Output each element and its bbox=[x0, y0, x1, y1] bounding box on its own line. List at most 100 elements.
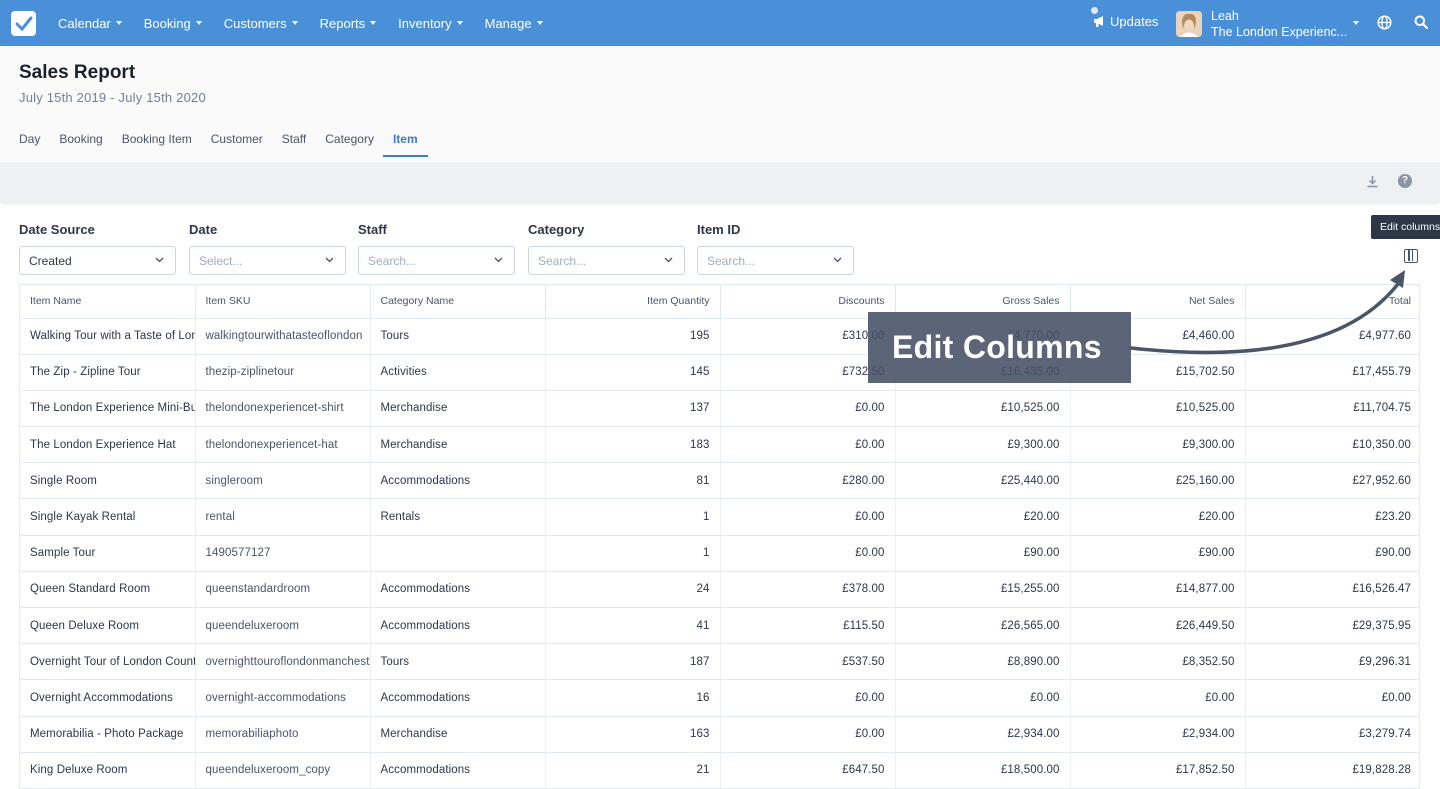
table-cell: Overnight Tour of London Countryside bbox=[20, 643, 196, 681]
item-id-search-select[interactable]: Search... bbox=[697, 246, 854, 275]
download-icon[interactable] bbox=[1366, 175, 1379, 193]
table-row[interactable]: The Zip - Zipline Tour thezip-ziplinetour… bbox=[20, 354, 1419, 391]
date-source-select[interactable]: Created bbox=[19, 246, 176, 275]
table-cell: thelondonexperiencet-hat bbox=[195, 426, 371, 464]
column-header[interactable]: Item Quantity bbox=[545, 285, 721, 319]
column-header[interactable]: Item SKU bbox=[195, 285, 371, 319]
table-row[interactable]: The London Experience Mini-Bus T-Shirtth… bbox=[20, 390, 1419, 428]
nav-label: Reports bbox=[319, 15, 366, 31]
table-cell: £18,500.00 bbox=[895, 752, 1071, 789]
table-row[interactable]: Walking Tour with a Taste of Londonwalki… bbox=[20, 318, 1419, 355]
check-logo-icon[interactable] bbox=[11, 11, 36, 36]
table-cell bbox=[370, 535, 546, 572]
table-cell: The London Experience Mini-Bus T-Shirt bbox=[20, 390, 196, 428]
table-header-row: Item Name Item SKU Category Name Item Qu… bbox=[20, 285, 1419, 319]
tab-item[interactable]: Item bbox=[382, 132, 428, 157]
filter-date: Date Select... bbox=[189, 222, 346, 275]
user-company: The London Experienc... bbox=[1211, 25, 1348, 39]
table-row[interactable]: Single Kayak Rental rental Rentals 1 £0.00 £2… bbox=[20, 498, 1419, 536]
table-cell: overnight-accommodations bbox=[195, 679, 371, 717]
tab-category[interactable]: Category bbox=[325, 132, 374, 146]
table-row[interactable]: Queen Deluxe Room queendeluxeroom Accommod… bbox=[20, 607, 1419, 645]
table-cell: £26,565.00 bbox=[895, 607, 1071, 645]
tab-day[interactable]: Day bbox=[19, 132, 41, 146]
table-cell: £90.00 bbox=[895, 535, 1071, 572]
tab-customer[interactable]: Customer bbox=[210, 132, 263, 146]
table-cell: £90.00 bbox=[1070, 535, 1246, 572]
tab-booking[interactable]: Booking bbox=[59, 132, 103, 146]
page-header: Sales Report July 15th 2019 - July 15th … bbox=[0, 46, 1440, 162]
edit-columns-icon[interactable] bbox=[1404, 249, 1418, 263]
column-header[interactable]: Category Name bbox=[370, 285, 546, 319]
table-row[interactable]: Memorabilia - Photo Package memorabiliaph… bbox=[20, 716, 1419, 753]
nav-label: Inventory bbox=[398, 15, 452, 31]
filter-item-id: Item ID Search... bbox=[697, 222, 854, 275]
table-cell: £732.50 bbox=[720, 354, 896, 391]
table-cell: 16 bbox=[545, 679, 721, 717]
table-cell: 1 bbox=[545, 535, 721, 572]
date-select[interactable]: Select... bbox=[189, 246, 346, 275]
select-placeholder: Search... bbox=[538, 254, 587, 268]
nav-calendar[interactable]: Calendar bbox=[58, 16, 122, 31]
chevron-down-icon bbox=[494, 257, 503, 263]
table-cell: 1 bbox=[545, 498, 721, 536]
table-row[interactable]: King Deluxe Room queendeluxeroom_copy Acco… bbox=[20, 752, 1419, 789]
nav-reports[interactable]: Reports bbox=[320, 16, 377, 31]
chevron-down-icon bbox=[155, 257, 164, 263]
caret-down-icon[interactable] bbox=[1353, 21, 1359, 25]
table-cell: 187 bbox=[545, 643, 721, 681]
caret-down-icon bbox=[115, 21, 122, 25]
table-cell: singleroom bbox=[195, 462, 371, 500]
column-header[interactable]: Item Name bbox=[20, 285, 196, 319]
select-value: Created bbox=[29, 254, 72, 268]
table-cell: £0.00 bbox=[720, 716, 896, 753]
avatar[interactable] bbox=[1176, 11, 1202, 37]
table-cell: £9,300.00 bbox=[895, 426, 1071, 464]
nav-manage[interactable]: Manage bbox=[485, 16, 543, 31]
table-cell: £19,828.28 bbox=[1245, 752, 1419, 789]
globe-icon[interactable] bbox=[1377, 15, 1392, 35]
staff-search-select[interactable]: Search... bbox=[358, 246, 515, 275]
select-placeholder: Search... bbox=[707, 254, 756, 268]
table-cell: queenstandardroom bbox=[195, 571, 371, 609]
table-cell: £10,525.00 bbox=[895, 390, 1071, 428]
table-cell: £27,952.60 bbox=[1245, 462, 1419, 500]
column-header[interactable]: Total bbox=[1245, 285, 1419, 319]
table-cell: overnighttouroflondonmanchester bbox=[195, 643, 371, 681]
nav-booking[interactable]: Booking bbox=[144, 16, 202, 31]
tab-booking-item[interactable]: Booking Item bbox=[121, 132, 192, 146]
table-cell: £9,296.31 bbox=[1245, 643, 1419, 681]
table-cell: thelondonexperiencet-shirt bbox=[195, 390, 371, 428]
table-row[interactable]: Overnight Tour of London Countrysideover… bbox=[20, 643, 1419, 681]
column-header[interactable]: Discounts bbox=[720, 285, 896, 319]
nav-customers[interactable]: Customers bbox=[224, 16, 298, 31]
table-cell: 24 bbox=[545, 571, 721, 609]
nav-inventory[interactable]: Inventory bbox=[398, 15, 463, 31]
caret-down-icon bbox=[195, 21, 202, 25]
table-cell: £2,934.00 bbox=[895, 716, 1071, 753]
table-cell: £25,160.00 bbox=[1070, 462, 1246, 500]
table-row[interactable]: Single Room singleroom Accommodations 81 £28… bbox=[20, 462, 1419, 500]
help-icon[interactable]: ? bbox=[1398, 174, 1412, 188]
date-range: July 15th 2019 - July 15th 2020 bbox=[19, 90, 206, 105]
table-row[interactable]: Queen Standard Room queenstandardroom Acco… bbox=[20, 571, 1419, 609]
table-cell: Accommodations bbox=[370, 752, 546, 789]
table-row[interactable]: The London Experience Hat thelondonexperi… bbox=[20, 426, 1419, 464]
table-cell: £16,526.47 bbox=[1245, 571, 1419, 609]
updates-label: Updates bbox=[1110, 14, 1159, 29]
search-icon[interactable] bbox=[1414, 15, 1429, 34]
table-row[interactable]: Sample Tour 1490577127 1 £0.00 £90.00 £90.00 £… bbox=[20, 535, 1419, 572]
updates-button[interactable]: Updates bbox=[1091, 7, 1159, 29]
main-menu: Calendar Booking Customers Reports Inven… bbox=[58, 0, 565, 46]
filter-label: Staff bbox=[358, 222, 387, 237]
table-cell: Accommodations bbox=[370, 462, 546, 500]
filter-staff: Staff Search... bbox=[358, 222, 515, 275]
tab-staff[interactable]: Staff bbox=[281, 132, 307, 146]
table-cell: £90.00 bbox=[1245, 535, 1419, 572]
table-row[interactable]: Overnight Accommodations overnight-accomm… bbox=[20, 679, 1419, 717]
user-menu[interactable]: Leah The London Experienc... bbox=[1211, 8, 1347, 40]
table-cell: 163 bbox=[545, 716, 721, 753]
table-cell: 137 bbox=[545, 390, 721, 428]
category-search-select[interactable]: Search... bbox=[528, 246, 685, 275]
caret-down-icon bbox=[456, 21, 463, 25]
